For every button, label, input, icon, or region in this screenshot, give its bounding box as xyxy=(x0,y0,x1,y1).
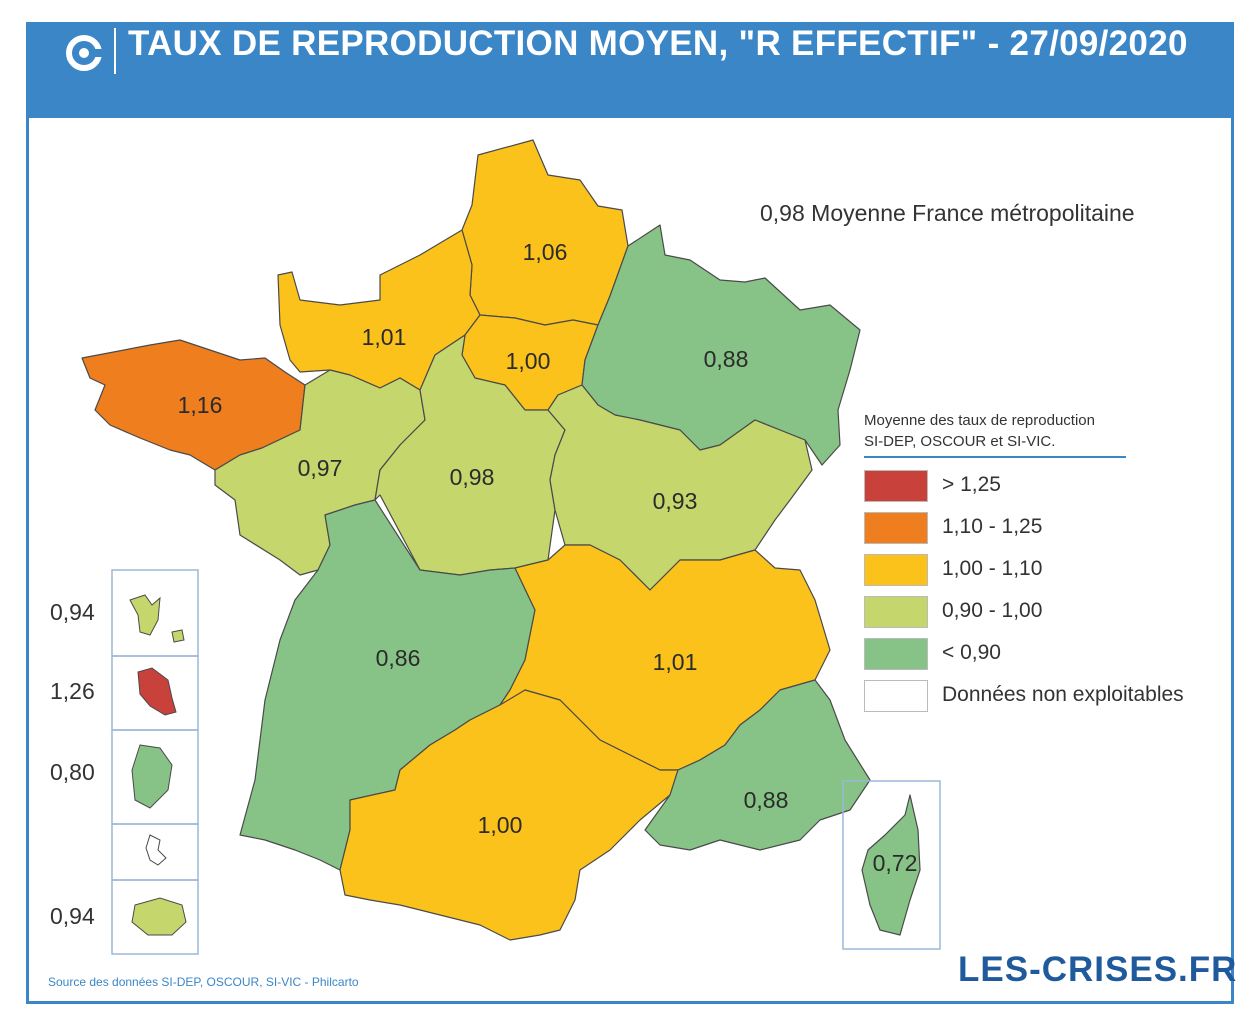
legend-label: Données non exploitables xyxy=(942,683,1184,706)
overseas-insets xyxy=(111,569,199,955)
label-auvergne-rhone-alpes: 1,01 xyxy=(653,649,698,675)
legend-item: Données non exploitables xyxy=(864,680,1194,722)
label-grand-est: 0,88 xyxy=(704,346,749,372)
label-paca: 0,88 xyxy=(744,787,789,813)
corse-inset-frame xyxy=(842,780,941,950)
label-centre-val-de-loire: 0,98 xyxy=(450,464,495,490)
region-hauts-de-france[interactable] xyxy=(461,139,629,326)
legend-swatch xyxy=(864,512,928,544)
overseas-value-reunion: 0,94 xyxy=(50,903,95,929)
overseas-martinique[interactable] xyxy=(137,667,177,716)
region-corse[interactable] xyxy=(861,794,921,936)
site-logo[interactable]: LES-CRISES.FR xyxy=(958,950,1238,989)
overseas-guyane[interactable] xyxy=(131,744,173,809)
legend: Moyenne des taux de reproduction SI-DEP,… xyxy=(864,410,1194,722)
overseas-value-guyane: 0,80 xyxy=(50,759,95,785)
legend-swatch xyxy=(864,638,928,670)
legend-item: 0,90 - 1,00 xyxy=(864,596,1194,638)
label-corse: 0,72 xyxy=(873,850,918,876)
brand-logo-icon xyxy=(66,35,102,71)
label-hauts-de-france: 1,06 xyxy=(523,239,568,265)
legend-swatch xyxy=(864,680,928,712)
label-bretagne: 1,16 xyxy=(178,392,223,418)
legend-title-line2: SI-DEP, OSCOUR et SI-VIC. xyxy=(864,433,1056,450)
legend-label: < 0,90 xyxy=(942,641,1001,664)
legend-label: 0,90 - 1,00 xyxy=(942,599,1043,622)
overseas-value-martinique: 1,26 xyxy=(50,678,95,704)
label-pays-de-la-loire: 0,97 xyxy=(298,455,343,481)
legend-swatch xyxy=(864,470,928,502)
label-occitanie: 1,00 xyxy=(478,812,523,838)
source-note: Source des données SI-DEP, OSCOUR, SI-VI… xyxy=(48,975,359,989)
overseas-value-guadeloupe: 0,94 xyxy=(50,599,95,625)
legend-title-line1: Moyenne des taux de reproduction xyxy=(864,412,1095,429)
overseas-mayotte[interactable] xyxy=(145,834,167,866)
legend-label: > 1,25 xyxy=(942,473,1001,496)
overseas-reunion[interactable] xyxy=(131,897,187,936)
region-occitanie[interactable] xyxy=(339,689,679,941)
legend-item: < 0,90 xyxy=(864,638,1194,680)
region-bourgogne-franche-comte[interactable] xyxy=(547,384,813,591)
legend-item: > 1,25 xyxy=(864,470,1194,512)
region-paca[interactable] xyxy=(644,679,871,851)
label-ile-de-france: 1,00 xyxy=(506,348,551,374)
overseas-guadeloupe[interactable] xyxy=(129,594,185,643)
national-average: 0,98 Moyenne France métropolitaine xyxy=(760,200,1135,226)
banner-separator xyxy=(114,28,116,74)
legend-divider xyxy=(864,456,1126,458)
legend-item: 1,10 - 1,25 xyxy=(864,512,1194,554)
legend-label: 1,00 - 1,10 xyxy=(942,557,1043,580)
legend-label: 1,10 - 1,25 xyxy=(942,515,1043,538)
legend-swatch xyxy=(864,554,928,586)
legend-swatch xyxy=(864,596,928,628)
legend-item: 1,00 - 1,10 xyxy=(864,554,1194,596)
label-bourgogne-franche-comte: 0,93 xyxy=(653,488,698,514)
label-nouvelle-aquitaine: 0,86 xyxy=(376,645,421,671)
label-normandie: 1,01 xyxy=(362,324,407,350)
title-banner xyxy=(26,22,1234,118)
page-title: TAUX DE REPRODUCTION MOYEN, "R EFFECTIF"… xyxy=(128,24,1188,63)
